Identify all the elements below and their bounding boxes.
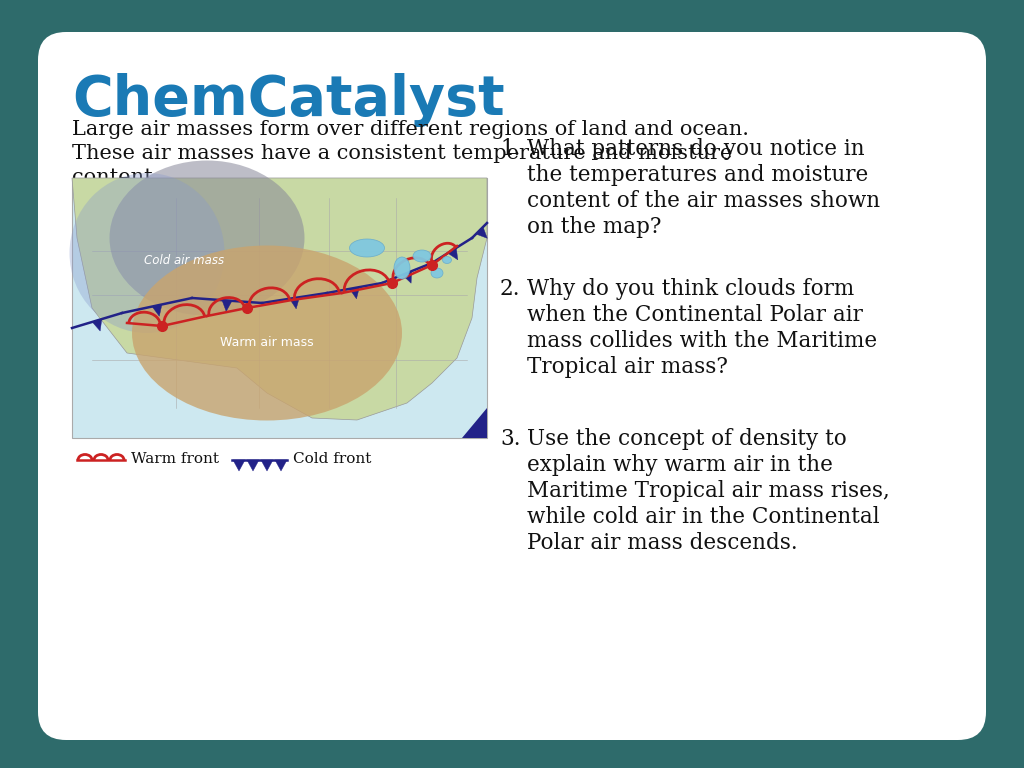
Text: Tropical air mass?: Tropical air mass? [527, 356, 728, 378]
Polygon shape [290, 297, 299, 309]
Text: Cold front: Cold front [293, 452, 372, 466]
Ellipse shape [110, 161, 304, 316]
Polygon shape [402, 271, 412, 283]
FancyBboxPatch shape [38, 32, 986, 740]
Text: content.: content. [72, 168, 160, 187]
Text: 1.: 1. [500, 138, 520, 160]
Polygon shape [462, 408, 487, 438]
Text: the temperatures and moisture: the temperatures and moisture [527, 164, 868, 186]
Text: mass collides with the Maritime: mass collides with the Maritime [527, 330, 878, 352]
Bar [72, 178, 487, 438]
Text: ChemCatalyst: ChemCatalyst [72, 73, 505, 127]
Polygon shape [92, 319, 101, 331]
Text: Large air masses form over different regions of land and ocean.: Large air masses form over different reg… [72, 120, 749, 139]
Text: explain why warm air in the: explain why warm air in the [527, 454, 833, 476]
Text: 3.: 3. [500, 428, 520, 450]
Text: Why do you think clouds form: Why do you think clouds form [527, 278, 854, 300]
Polygon shape [447, 248, 458, 260]
Polygon shape [72, 178, 487, 420]
Polygon shape [275, 460, 287, 471]
Polygon shape [261, 460, 273, 471]
Text: content of the air masses shown: content of the air masses shown [527, 190, 880, 212]
Text: Use the concept of density to: Use the concept of density to [527, 428, 847, 450]
Polygon shape [153, 304, 162, 316]
Ellipse shape [413, 250, 431, 262]
Polygon shape [233, 460, 245, 471]
Ellipse shape [132, 246, 402, 421]
Text: Warm front: Warm front [131, 452, 219, 466]
Text: Warm air mass: Warm air mass [220, 336, 313, 349]
Polygon shape [349, 287, 359, 299]
Ellipse shape [431, 268, 443, 278]
Polygon shape [476, 227, 487, 238]
Text: Cold air mass: Cold air mass [144, 253, 224, 266]
Ellipse shape [349, 239, 384, 257]
Text: What patterns do you notice in: What patterns do you notice in [527, 138, 864, 160]
Text: These air masses have a consistent temperature and moisture: These air masses have a consistent tempe… [72, 144, 732, 163]
Text: Polar air mass descends.: Polar air mass descends. [527, 532, 798, 554]
Ellipse shape [70, 173, 224, 333]
Ellipse shape [442, 257, 452, 263]
Text: when the Continental Polar air: when the Continental Polar air [527, 304, 863, 326]
Text: 2.: 2. [500, 278, 520, 300]
Text: on the map?: on the map? [527, 216, 662, 238]
Text: while cold air in the Continental: while cold air in the Continental [527, 506, 880, 528]
Polygon shape [247, 460, 259, 471]
Ellipse shape [394, 257, 410, 279]
Text: Maritime Tropical air mass rises,: Maritime Tropical air mass rises, [527, 480, 890, 502]
Polygon shape [222, 300, 232, 312]
